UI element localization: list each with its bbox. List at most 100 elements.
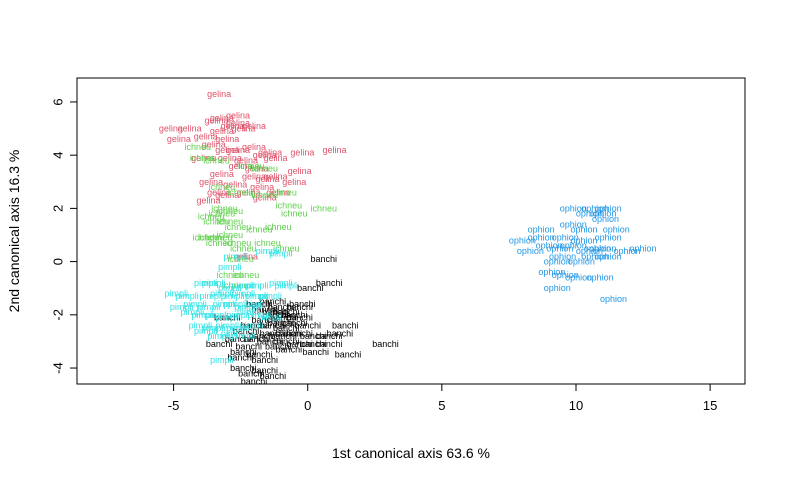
point-label-banchi: banchi (270, 312, 297, 322)
point-label-pimpli: pimpli (199, 291, 223, 301)
point-label-ophion: ophion (538, 267, 565, 277)
point-label-ichneu: ichneu (238, 161, 265, 171)
point-label-ichneu: ichneu (190, 153, 217, 163)
point-label-pimpli: pimpli (194, 326, 218, 336)
point-label-pimpli: pimpli (213, 299, 237, 309)
point-label-gelina: gelina (178, 124, 202, 134)
point-label-ichneu: ichneu (281, 209, 308, 219)
point-label-pimpli: pimpli (248, 310, 272, 320)
point-label-ichneu: ichneu (273, 243, 300, 253)
point-label-banchi: banchi (316, 331, 343, 341)
point-label-ichneu: ichneu (198, 211, 225, 221)
point-label-ichneu: ichneu (206, 238, 233, 248)
point-label-banchi: banchi (289, 299, 316, 309)
point-label-banchi: banchi (252, 315, 279, 325)
point-label-ophion: ophion (571, 225, 598, 235)
point-label-banchi: banchi (286, 302, 313, 312)
point-label-banchi: banchi (252, 304, 279, 314)
point-label-gelina: gelina (250, 182, 274, 192)
point-label-pimpli: pimpli (234, 302, 258, 312)
point-label-ichneu: ichneu (254, 238, 281, 248)
point-label-ichneu: ichneu (252, 190, 279, 200)
point-label-banchi: banchi (252, 366, 279, 376)
point-label-ophion: ophion (549, 251, 576, 261)
point-label-pimpli: pimpli (237, 307, 261, 317)
point-labels: gelinagelinagelinagelinagelinagelinageli… (159, 89, 657, 386)
point-label-pimpli: pimpli (218, 262, 242, 272)
point-label-pimpli: pimpli (202, 323, 226, 333)
point-label-gelina: gelina (194, 132, 218, 142)
point-label-ophion: ophion (581, 203, 608, 213)
point-label-pimpli: pimpli (215, 320, 239, 330)
point-label-ophion: ophion (552, 233, 579, 243)
point-label-banchi: banchi (238, 368, 265, 378)
point-label-banchi: banchi (246, 350, 273, 360)
point-label-gelina: gelina (204, 116, 228, 126)
point-label-banchi: banchi (243, 334, 270, 344)
point-label-banchi: banchi (233, 326, 260, 336)
point-label-banchi: banchi (246, 299, 273, 309)
point-label-gelina: gelina (288, 166, 312, 176)
point-label-banchi: banchi (273, 323, 300, 333)
point-label-banchi: banchi (260, 371, 287, 381)
point-label-banchi: banchi (265, 342, 292, 352)
point-label-ichneu: ichneu (222, 281, 249, 291)
point-label-ophion: ophion (613, 246, 640, 256)
point-label-pimpli: pimpli (165, 289, 189, 299)
point-label-ophion: ophion (552, 270, 579, 280)
point-label-gelina: gelina (242, 142, 266, 152)
point-label-ichneu: ichneu (276, 201, 303, 211)
point-label-pimpli: pimpli (240, 320, 264, 330)
point-label-ophion: ophion (517, 246, 544, 256)
point-label-gelina: gelina (167, 134, 191, 144)
point-label-gelina: gelina (255, 174, 279, 184)
point-label-pimpli: pimpli (191, 310, 215, 320)
point-label-ophion: ophion (536, 241, 563, 251)
point-label-gelina: gelina (242, 121, 266, 131)
x-tick-label: 10 (569, 398, 583, 413)
point-label-ophion: ophion (584, 243, 611, 253)
point-label-ichneu: ichneu (203, 155, 230, 165)
point-label-pimpli: pimpli (245, 299, 269, 309)
y-tick-label: 0 (51, 258, 66, 265)
y-tick-label: 2 (51, 205, 66, 212)
point-label-banchi: banchi (281, 310, 308, 320)
point-label-ophion: ophion (560, 203, 587, 213)
point-label-ichneu: ichneu (217, 230, 244, 240)
x-tick-label: 5 (438, 398, 445, 413)
point-label-gelina: gelina (237, 187, 261, 197)
point-label-banchi: banchi (286, 339, 313, 349)
point-label-ichneu: ichneu (311, 203, 338, 213)
point-label-pimpli: pimpli (269, 278, 293, 288)
point-label-banchi: banchi (249, 331, 276, 341)
point-label-banchi: banchi (235, 342, 262, 352)
point-label-gelina: gelina (215, 145, 239, 155)
point-label-pimpli: pimpli (256, 246, 280, 256)
point-label-pimpli: pimpli (181, 307, 205, 317)
point-label-ophion: ophion (600, 294, 627, 304)
point-label-banchi: banchi (276, 344, 303, 354)
point-label-gelina: gelina (202, 140, 226, 150)
point-label-banchi: banchi (332, 320, 359, 330)
point-label-banchi: banchi (257, 336, 284, 346)
point-label-ichneu: ichneu (206, 233, 233, 243)
point-label-banchi: banchi (260, 297, 287, 307)
x-axis-title: 1st canonical axis 63.6 % (332, 445, 490, 461)
point-label-gelina: gelina (253, 193, 277, 203)
point-label-ophion: ophion (560, 241, 587, 251)
y-tick-label: -2 (51, 309, 66, 321)
point-label-pimpli: pimpli (205, 310, 229, 320)
point-label-banchi: banchi (300, 331, 327, 341)
point-label-gelina: gelina (290, 148, 314, 158)
y-tick-label: -4 (51, 362, 66, 374)
point-label-ichneu: ichneu (233, 270, 260, 280)
point-label-ichneu: ichneu (265, 222, 292, 232)
point-label-ichneu: ichneu (225, 222, 252, 232)
point-label-ophion: ophion (509, 235, 536, 245)
point-label-gelina: gelina (159, 124, 183, 134)
point-label-gelina: gelina (221, 121, 245, 131)
point-label-banchi: banchi (294, 320, 321, 330)
point-label-ichneu: ichneu (184, 142, 211, 152)
point-label-pimpli: pimpli (170, 302, 194, 312)
point-label-banchi: banchi (327, 328, 354, 338)
